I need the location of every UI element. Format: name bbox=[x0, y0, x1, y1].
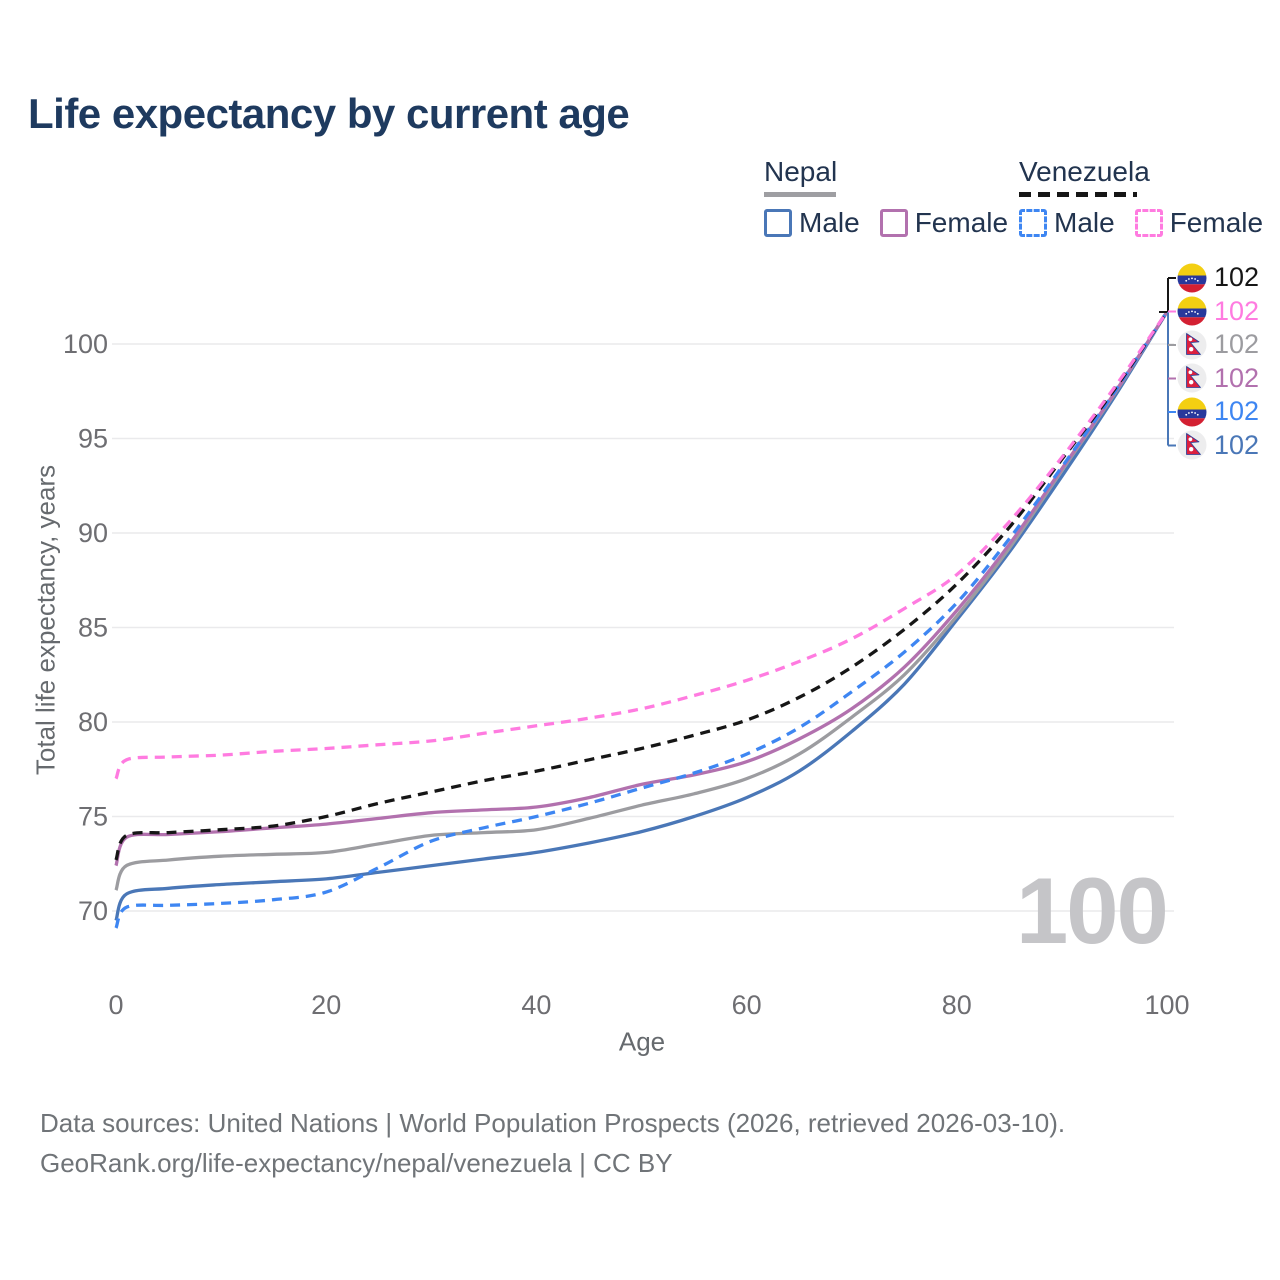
nepal-flag-icon bbox=[1177, 430, 1207, 460]
legend-label-nepal-male: Male bbox=[799, 207, 860, 238]
end-label-value: 102 bbox=[1214, 396, 1260, 426]
legend-underline-solid bbox=[764, 192, 836, 197]
series-line-nepal-both-sexes bbox=[114, 311, 1169, 891]
y-tick-label: 70 bbox=[78, 896, 108, 926]
legend-underline-dashed bbox=[1019, 192, 1137, 197]
y-tick-label: 90 bbox=[78, 518, 108, 548]
y-tick-label: 100 bbox=[63, 329, 108, 359]
x-tick-label: 60 bbox=[732, 990, 762, 1020]
end-label-value: 102 bbox=[1214, 295, 1260, 326]
legend-item-venezuela-male: Male bbox=[1019, 207, 1115, 239]
y-tick-label: 95 bbox=[78, 424, 108, 454]
end-label-value: 102 bbox=[1214, 429, 1260, 460]
end-label-row: 102 bbox=[1177, 430, 1259, 461]
x-tick-label: 100 bbox=[1144, 990, 1189, 1020]
footer-url-line: GeoRank.org/life-expectancy/nepal/venezu… bbox=[40, 1148, 673, 1178]
legend-swatch-venezuela-male bbox=[1019, 209, 1047, 237]
x-axis-title: Age bbox=[618, 1026, 666, 1057]
x-tick-label: 80 bbox=[942, 990, 972, 1020]
legend-label-venezuela-male: Male bbox=[1054, 207, 1115, 238]
series-line-venezuela-male bbox=[114, 310, 1169, 929]
nepal-flag-icon bbox=[1177, 363, 1207, 393]
end-label-row: 102 bbox=[1177, 329, 1259, 360]
legend-swatch-venezuela-female bbox=[1134, 209, 1163, 237]
legend-group-nepal: Nepal Male Female bbox=[764, 156, 1008, 239]
legend-country-nepal: Nepal bbox=[764, 156, 838, 187]
watermark-age-100: 100 bbox=[1016, 858, 1169, 963]
series-line-nepal-male bbox=[114, 311, 1169, 922]
y-tick-label: 80 bbox=[78, 707, 108, 737]
legend-country-venezuela: Venezuela bbox=[1019, 156, 1150, 187]
end-label-value: 102 bbox=[1214, 262, 1260, 292]
series-line-nepal-female bbox=[114, 310, 1169, 867]
y-axis-title: Total life expectancy, years bbox=[30, 464, 61, 776]
chart-title: Life expectancy by current age bbox=[28, 90, 630, 137]
x-tick-label: 40 bbox=[521, 990, 551, 1020]
venezuela-flag-icon bbox=[1177, 296, 1207, 326]
end-label-value: 102 bbox=[1214, 329, 1260, 359]
end-label-row: 102 bbox=[1177, 296, 1259, 327]
legend-item-nepal-female: Female bbox=[879, 207, 1009, 239]
legend-item-venezuela-female: Female bbox=[1134, 207, 1264, 239]
legend-item-nepal-male: Male bbox=[764, 207, 860, 239]
legend-swatch-nepal-male bbox=[764, 209, 792, 237]
footer-source-line: Data sources: United Nations | World Pop… bbox=[40, 1108, 1066, 1138]
nepal-flag-icon bbox=[1177, 330, 1207, 359]
y-tick-label: 75 bbox=[78, 802, 108, 832]
series-line-venezuela-both-sexes bbox=[114, 310, 1169, 861]
end-label-value: 102 bbox=[1214, 362, 1260, 393]
venezuela-flag-icon bbox=[1177, 263, 1207, 292]
legend-label-nepal-female: Female bbox=[914, 207, 1009, 238]
x-tick-label: 0 bbox=[108, 990, 123, 1020]
venezuela-flag-icon bbox=[1177, 397, 1207, 426]
y-tick-label: 85 bbox=[78, 613, 108, 643]
end-label-row: 102 bbox=[1177, 262, 1259, 293]
end-label-row: 102 bbox=[1177, 363, 1259, 394]
legend-group-venezuela: Venezuela Male Female bbox=[1019, 156, 1263, 239]
legend-swatch-nepal-female bbox=[879, 209, 908, 237]
series-line-venezuela-female bbox=[114, 310, 1169, 780]
end-label-row: 102 bbox=[1177, 396, 1259, 427]
legend-label-venezuela-female: Female bbox=[1169, 207, 1264, 238]
x-tick-label: 20 bbox=[311, 990, 341, 1020]
